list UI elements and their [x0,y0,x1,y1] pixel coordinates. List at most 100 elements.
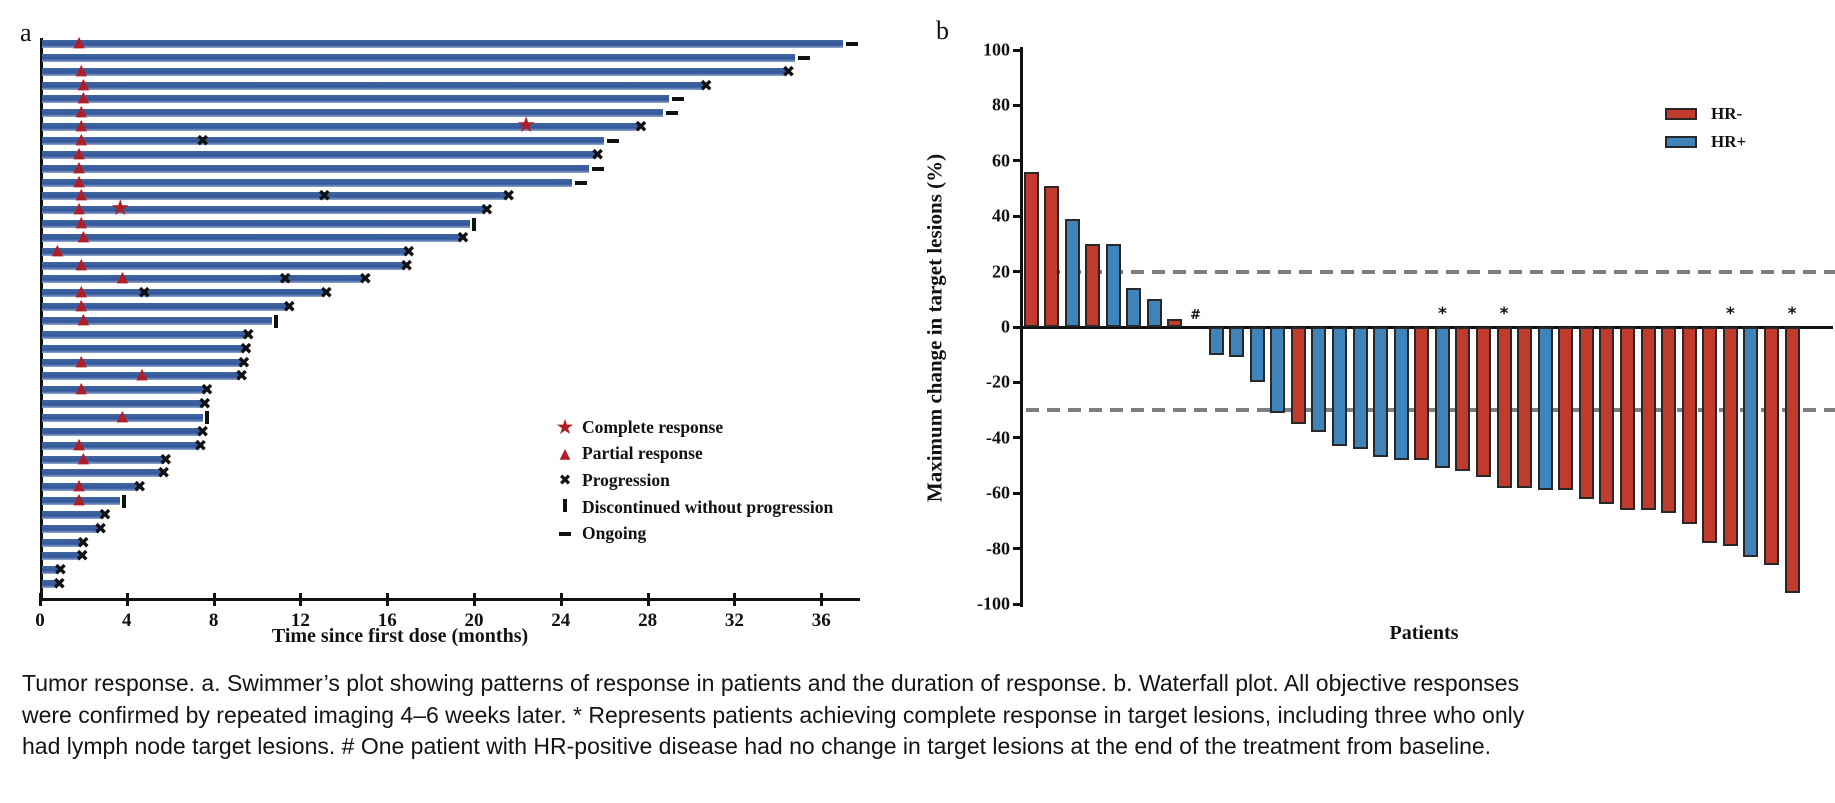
partial-response-marker: ▲ [75,115,87,134]
swimmer-bar [42,261,405,270]
progression-end-marker: ✖ [358,269,373,289]
partial-response-marker: ▲ [51,240,64,259]
waterfall-bar-hrneg [1558,327,1574,491]
complete-response-asterisk: * [1725,304,1735,324]
legend-label: Complete response [582,416,724,437]
progression-marker: ✖ [137,283,151,303]
progression-end-marker: ✖ [52,574,67,594]
partial-response-marker: ▲ [73,143,85,162]
complete-response-asterisk: * [1499,304,1509,324]
y-tick [1013,270,1021,274]
waterfall-bar-hrneg [1702,327,1718,544]
progression-end-marker: ✖ [239,338,253,358]
x-tick [125,593,129,606]
swimmer-bar [42,247,407,256]
x-tick [733,593,737,606]
swimmer-bar [42,483,138,492]
y-tick [1013,325,1021,329]
waterfall-bar-hrneg [1496,327,1512,488]
y-tick [1013,602,1021,606]
y-tick [1013,103,1021,107]
ongoing-marker [845,42,858,46]
swimmer-bar [42,67,787,76]
progression-end-marker: ✖ [590,144,605,164]
ongoing-marker [798,55,811,60]
y-tick-label: -80 [986,538,1010,559]
legend-item-hr-negative: HR- [1665,100,1746,128]
partial-response-marker: ▲ [75,351,87,370]
partial-response-marker: ▲ [75,281,87,300]
swimmer-bar [42,427,201,436]
y-tick-label: 60 [992,150,1010,171]
x-tick [39,593,42,606]
complete-response-asterisk: * [1437,304,1447,324]
x-tick-label: 0 [35,610,45,631]
swimmer-bar [42,233,461,242]
waterfall-bar-hrneg [1722,327,1738,546]
panel-a-x-axis [40,598,860,601]
y-tick [1013,436,1021,440]
y-tick [1013,491,1021,495]
progression-end-marker: ✖ [156,463,171,483]
swimmer-bar [42,413,203,422]
x-tick-label: 28 [638,610,658,631]
waterfall-bar-hrneg [1640,327,1656,510]
y-tick [1013,380,1021,384]
progression-end-marker: ✖ [93,518,108,538]
y-tick-label: 80 [992,94,1010,115]
x-tick [646,593,650,606]
swimmer-bar [42,330,247,339]
swimmer-bar [42,220,470,229]
x-tick-label: 24 [551,610,571,631]
y-tick-label: 100 [983,39,1010,60]
partial-response-marker: ▲ [75,184,87,203]
progression-end-marker: ✖ [193,435,208,455]
progression-marker: ✖ [196,130,210,150]
panel-a-label: a [20,18,32,47]
partial-response-marker: ▲ [77,309,90,328]
partial-response-marker: ▲ [77,74,90,93]
swimmer-bar [42,136,605,145]
ongoing-marker [607,138,620,143]
y-tick [1013,214,1021,218]
legend-item-progression: ✖ Progression [548,467,833,494]
legend-item-hr-positive: HR+ [1665,128,1746,156]
complete-response-marker: ★ [110,196,131,222]
complete-response-asterisk: * [1787,304,1797,324]
swimmer-bar [42,123,639,132]
waterfall-bar-hrneg [1476,327,1492,477]
waterfall-bar-hrpos [1270,327,1286,413]
x-tick-label: 4 [122,610,132,631]
waterfall-bar-hrpos [1249,327,1265,383]
x-tick [473,593,476,606]
waterfall-bar-hrneg [1764,327,1780,566]
progression-end-marker: ✖ [237,352,251,372]
progression-marker: ✖ [317,186,331,206]
y-tick-label: -40 [986,427,1010,448]
swimmer-bar [42,192,507,201]
discontinued-bar-icon [548,499,582,515]
progression-end-marker: ✖ [200,380,214,400]
progression-end-marker: ✖ [282,297,297,317]
swimmer-bar [42,164,589,173]
partial-response-marker: ▲ [75,101,87,120]
waterfall-bar-hrneg [1023,171,1039,327]
partial-response-marker: ▲ [116,267,129,286]
partial-response-marker: ▲ [75,254,87,273]
x-tick-label: 20 [464,610,484,631]
reference-dashed-line [1026,269,1835,274]
waterfall-bar-hrneg [1578,327,1594,499]
swimmer-bar [42,81,705,90]
progression-end-marker: ✖ [98,504,112,524]
partial-response-marker: ▲ [75,295,87,314]
waterfall-bar-hrneg [1661,327,1677,513]
progression-end-marker: ✖ [195,421,210,441]
waterfall-bar-hrpos [1743,327,1759,557]
x-tick-label: 36 [811,610,831,631]
figure-caption: Tumor response. a. Swimmer’s plot showin… [22,670,1525,760]
swimmer-bar [42,497,121,506]
no-change-hash: # [1190,308,1201,323]
partial-response-marker: ▲ [116,406,129,425]
panel-b-label: b [936,16,949,45]
